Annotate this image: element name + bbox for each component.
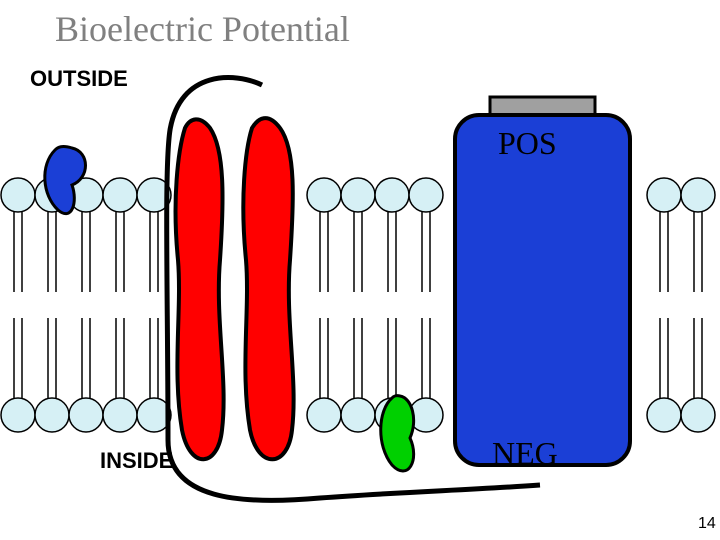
battery-body: [455, 115, 630, 465]
peripheral-protein-green: [381, 396, 414, 471]
neg-label: NEG: [492, 435, 558, 472]
channel-protein-left: [176, 119, 224, 459]
page-title: Bioelectric Potential: [55, 8, 350, 50]
pos-label: POS: [498, 125, 557, 162]
outside-label: OUTSIDE: [30, 66, 128, 92]
inside-label: INSIDE: [100, 448, 173, 474]
page-number: 14: [698, 515, 716, 533]
channel-protein-right: [243, 118, 293, 459]
